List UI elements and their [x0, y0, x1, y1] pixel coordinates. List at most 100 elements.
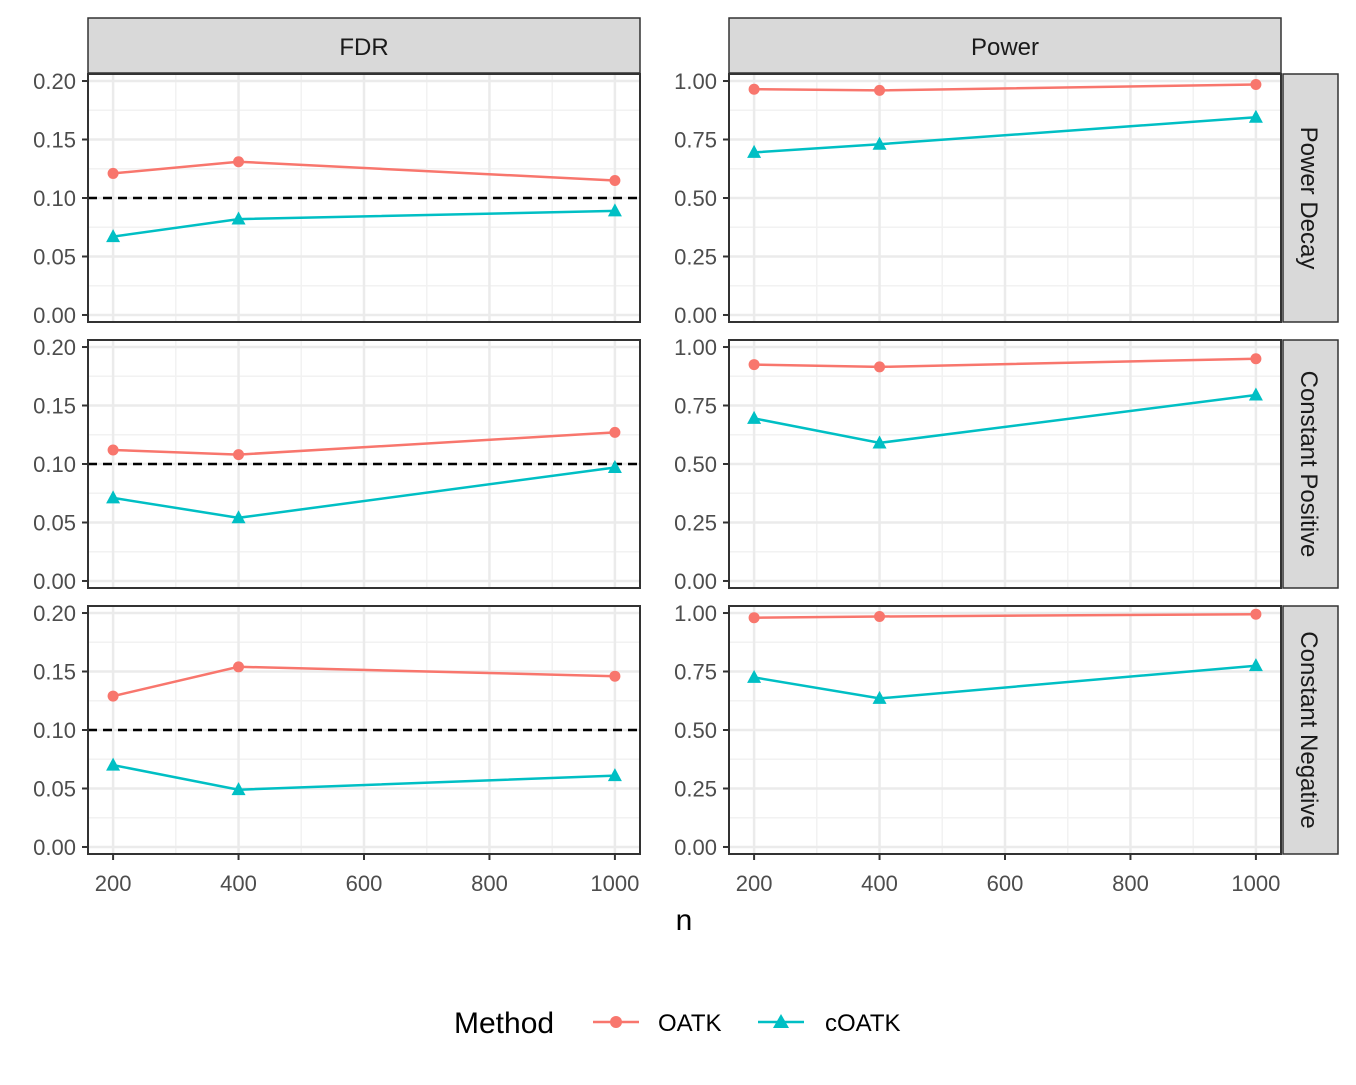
data-point-coatk	[231, 211, 246, 225]
data-point-coatk	[231, 782, 246, 796]
data-point-oatk	[609, 670, 621, 682]
data-point-coatk	[872, 690, 887, 704]
data-point-coatk	[607, 203, 622, 217]
legend-key-coatk-marker	[773, 1014, 789, 1028]
y-tick-label: 1.00	[674, 601, 717, 626]
y-tick-label: 0.00	[33, 303, 76, 328]
y-tick-label: 0.15	[33, 394, 76, 419]
panel-constant-negative-power: 0.00 0.25 0.50 0.75 1.00 200 400 600 800 1000	[674, 601, 1282, 896]
strip-col-fdr-bg	[87, 17, 641, 74]
data-point-coatk	[1248, 387, 1263, 401]
panel-power-decay-power: 0.00 0.25 0.50 0.75 1.00	[674, 69, 1282, 328]
data-point-oatk	[1250, 353, 1262, 365]
strip-row-power-decay-bg	[1282, 73, 1339, 323]
x-tick-label: 400	[861, 871, 898, 896]
data-point-oatk	[874, 361, 886, 373]
y-tick-label: 1.00	[674, 69, 717, 94]
strip-row-power-decay-label: Power Decay	[1295, 127, 1322, 270]
data-point-coatk	[747, 669, 762, 683]
x-tick-label: 600	[346, 871, 383, 896]
y-tick-label: 0.00	[674, 569, 717, 594]
y-tick-label: 0.10	[33, 718, 76, 743]
x-tick-label: 200	[95, 871, 132, 896]
y-tick-label: 0.50	[674, 452, 717, 477]
panels-group: 0.00 0.05 0.10 0.15 0.20 0.00 0.25 0.50 0.75 1.00…	[33, 69, 1282, 896]
data-point-coatk	[607, 460, 622, 474]
legend-label-coatk: cOATK	[825, 1010, 901, 1037]
data-point-coatk	[747, 144, 762, 158]
strip-col-power-bg	[728, 17, 1282, 74]
y-tick-label: 0.00	[674, 303, 717, 328]
data-point-coatk	[747, 410, 762, 424]
y-tick-label: 0.05	[33, 244, 76, 269]
y-tick-label: 0.15	[33, 660, 76, 685]
panel-constant-positive-power: 0.00 0.25 0.50 0.75 1.00	[674, 335, 1282, 594]
data-point-oatk	[107, 167, 119, 179]
y-tick-label: 0.10	[33, 186, 76, 211]
data-point-oatk	[609, 426, 621, 438]
y-tick-label: 0.75	[674, 128, 717, 153]
data-point-oatk	[748, 83, 760, 95]
x-tick-label: 600	[987, 871, 1024, 896]
y-tick-label: 0.25	[674, 776, 717, 801]
strip-row-constant-positive-label: Constant Positive	[1295, 371, 1322, 558]
data-point-oatk	[1250, 608, 1262, 620]
y-tick-label: 0.00	[33, 835, 76, 860]
x-tick-label: 800	[471, 871, 508, 896]
data-point-oatk	[874, 84, 886, 96]
strip-row-constant-negative-bg	[1282, 605, 1339, 855]
data-point-oatk	[1250, 79, 1262, 91]
data-point-coatk	[872, 136, 887, 150]
data-point-coatk	[607, 768, 622, 782]
legend-title: Method	[454, 1007, 554, 1040]
panel-constant-positive-fdr: 0.00 0.05 0.10 0.15 0.20	[33, 335, 641, 594]
strip-row-constant-negative-label: Constant Negative	[1295, 631, 1322, 828]
y-tick-label: 0.20	[33, 335, 76, 360]
data-point-oatk	[748, 359, 760, 371]
y-tick-label: 0.10	[33, 452, 76, 477]
y-tick-label: 0.20	[33, 601, 76, 626]
data-point-coatk	[231, 510, 246, 524]
data-point-oatk	[107, 444, 119, 456]
data-point-coatk	[1248, 658, 1263, 672]
y-tick-label: 0.15	[33, 128, 76, 153]
x-axis-title: n	[676, 904, 693, 937]
x-tick-label: 800	[1112, 871, 1149, 896]
data-point-oatk	[609, 174, 621, 186]
y-tick-label: 0.75	[674, 394, 717, 419]
panel-constant-negative-fdr: 0.00 0.05 0.10 0.15 0.20 200 400 600 800 1000	[33, 601, 641, 896]
x-tick-label: 1000	[590, 871, 639, 896]
data-point-coatk	[106, 757, 121, 771]
x-tick-label: 200	[736, 871, 773, 896]
strip-row-constant-positive-bg	[1282, 339, 1339, 589]
strip-col-fdr-label: FDR	[339, 34, 388, 61]
y-tick-label: 0.00	[33, 569, 76, 594]
panel-power-decay-fdr: 0.00 0.05 0.10 0.15 0.20	[33, 69, 641, 328]
x-tick-label: 1000	[1231, 871, 1280, 896]
y-tick-label: 0.05	[33, 776, 76, 801]
y-tick-label: 0.20	[33, 69, 76, 94]
y-tick-label: 1.00	[674, 335, 717, 360]
y-tick-label: 0.00	[674, 835, 717, 860]
y-tick-label: 0.25	[674, 510, 717, 535]
y-tick-label: 0.50	[674, 718, 717, 743]
strip-col-power-label: Power	[971, 34, 1039, 61]
data-point-coatk	[106, 229, 121, 243]
y-tick-label: 0.75	[674, 660, 717, 685]
data-point-oatk	[233, 156, 245, 168]
data-point-coatk	[872, 435, 887, 449]
legend-key-oatk-marker	[610, 1016, 622, 1028]
x-tick-label: 400	[220, 871, 257, 896]
data-point-oatk	[233, 661, 245, 673]
y-tick-label: 0.25	[674, 244, 717, 269]
y-tick-label: 0.05	[33, 510, 76, 535]
data-point-oatk	[748, 612, 760, 624]
data-point-coatk	[1248, 109, 1263, 123]
data-point-oatk	[107, 690, 119, 702]
data-point-oatk	[874, 611, 886, 623]
y-tick-label: 0.50	[674, 186, 717, 211]
legend-label-oatk: OATK	[658, 1010, 722, 1037]
data-point-oatk	[233, 449, 245, 461]
data-point-coatk	[106, 490, 121, 504]
